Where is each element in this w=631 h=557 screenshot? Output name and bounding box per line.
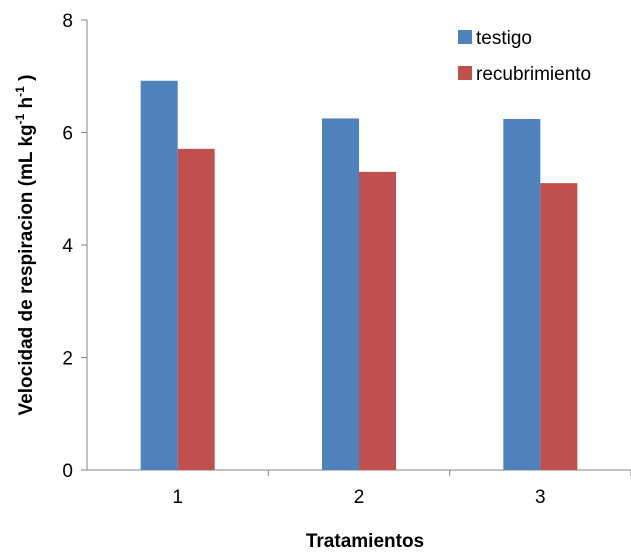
y-tick-label: 6 xyxy=(62,124,73,145)
bar-testigo-2 xyxy=(322,118,359,470)
y-tick-label: 4 xyxy=(62,236,73,257)
bar-recubrimiento-1 xyxy=(177,148,215,470)
x-tick-label: 2 xyxy=(354,487,365,508)
legend-swatch-recubrimiento xyxy=(458,66,472,80)
bar-recubrimiento-2 xyxy=(359,171,396,470)
y-ticks: 0 2 4 6 8 xyxy=(62,11,87,482)
legend-label-testigo: testigo xyxy=(476,28,532,49)
x-tick-label: 1 xyxy=(172,487,183,508)
y-tick-label: 8 xyxy=(62,11,73,32)
x-axis-title: Tratamientos xyxy=(306,531,424,552)
x-ticks: 1 2 3 xyxy=(172,470,631,508)
bar-recubrimiento-3 xyxy=(540,183,578,470)
y-tick-label: 2 xyxy=(62,349,73,370)
bar-testigo-1 xyxy=(140,80,178,470)
y-axis-title: Velocidad de respiracion (mL kg-1 h-1 ) xyxy=(13,75,37,416)
legend-swatch-testigo xyxy=(458,30,472,44)
plot-area: 0 2 4 6 8 1 2 3 xyxy=(62,11,631,508)
bar-testigo-3 xyxy=(503,119,541,470)
legend-label-recubrimiento: recubrimiento xyxy=(476,64,591,85)
x-tick-label: 3 xyxy=(535,487,546,508)
legend: testigo recubrimiento xyxy=(458,28,591,85)
bars xyxy=(140,80,578,470)
y-tick-label: 0 xyxy=(62,461,73,482)
